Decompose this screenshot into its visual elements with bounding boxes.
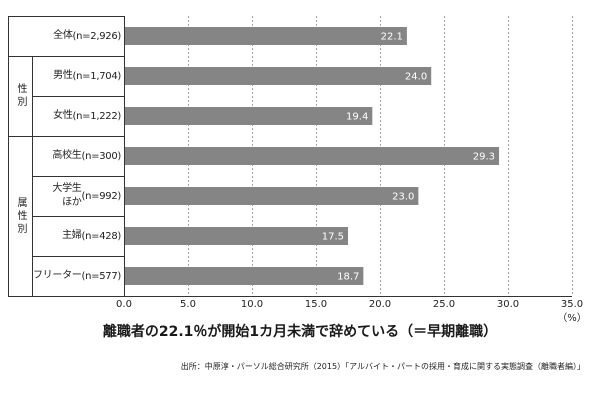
row-name-line: 男性	[53, 70, 73, 81]
bar	[124, 147, 500, 165]
row-label: 全体 (n=2,926)	[8, 16, 121, 56]
plot-area: 0.0 5.0 10.0 15.0 20.0 25.0 30.0 35.0 （%） 22.1 24.…	[8, 16, 587, 324]
x-tick-label: 35.0	[561, 299, 583, 310]
group-label: 性別	[15, 83, 26, 109]
row-name: 大学生ほか	[52, 182, 81, 210]
row-name-line: 主婦	[62, 230, 82, 241]
row-name: 全体	[53, 29, 73, 43]
bar-value-label: 22.1	[381, 32, 403, 43]
bar-value-label: 17.5	[322, 232, 344, 243]
x-tick-label: 5.0	[180, 299, 196, 310]
x-tick-label: 15.0	[305, 299, 327, 310]
row-name: 男性	[53, 69, 73, 83]
x-unit-label: （%）	[557, 312, 587, 324]
group-label: 属性別	[15, 196, 26, 236]
row-name-line: 高校生	[52, 150, 82, 161]
bar	[124, 67, 432, 85]
bar	[124, 187, 419, 205]
bar	[124, 107, 373, 125]
row-label: 高校生 (n=300)	[32, 136, 121, 176]
group-cell: 属性別	[8, 136, 32, 296]
chart-title: 離職者の22.1％が開始1カ月未満で辞めている（＝早期離職）	[102, 324, 498, 340]
row-name: 女性	[53, 109, 73, 123]
bar-value-label: 23.0	[392, 192, 414, 203]
x-tick-label: 20.0	[369, 299, 391, 310]
x-tick-label: 10.0	[241, 299, 263, 310]
x-tick-label: 30.0	[497, 299, 519, 310]
row-label: 大学生ほか (n=992)	[32, 176, 121, 216]
bar-value-label: 19.4	[346, 112, 368, 123]
bar-value-label: 24.0	[405, 72, 427, 83]
row-name-line: 大学生	[52, 183, 82, 194]
row-label: フリーター (n=577)	[32, 256, 121, 296]
bar-value-label: 18.7	[337, 272, 359, 283]
row-sample-size: (n=1,222)	[72, 110, 122, 122]
x-tick-label: 0.0	[116, 299, 132, 310]
row-name-line: ほか	[62, 197, 82, 208]
row-name: フリーター	[33, 269, 82, 283]
bar	[124, 227, 348, 245]
row-sample-size: (n=300)	[81, 150, 121, 162]
bar-value-label: 29.3	[473, 152, 495, 163]
row-label: 男性 (n=1,704)	[32, 56, 121, 96]
row-sample-size: (n=577)	[81, 270, 121, 282]
bar	[124, 27, 407, 45]
row-sample-size: (n=1,704)	[72, 70, 122, 82]
source-note: 出所：中原淳・パーソル総合研究所（2015）「アルバイト・パートの採用・育成に関…	[180, 362, 585, 371]
row-name-line: 全体	[53, 30, 73, 41]
row-name: 高校生	[52, 149, 81, 163]
row-sample-size: (n=992)	[81, 190, 121, 202]
bar	[124, 267, 364, 285]
row-name: 主婦	[62, 229, 82, 243]
row-label: 女性 (n=1,222)	[32, 96, 121, 136]
x-tick-label: 25.0	[433, 299, 455, 310]
row-sample-size: (n=428)	[81, 230, 121, 242]
group-cell: 性別	[8, 56, 32, 136]
bar-chart: 0.0 5.0 10.0 15.0 20.0 25.0 30.0 35.0 （%） 22.1 24.…	[8, 16, 587, 324]
row-label: 主婦 (n=428)	[32, 216, 121, 256]
row-sample-size: (n=2,926)	[72, 30, 122, 42]
row-name-line: フリーター	[32, 270, 82, 281]
row-name-line: 女性	[53, 110, 73, 121]
